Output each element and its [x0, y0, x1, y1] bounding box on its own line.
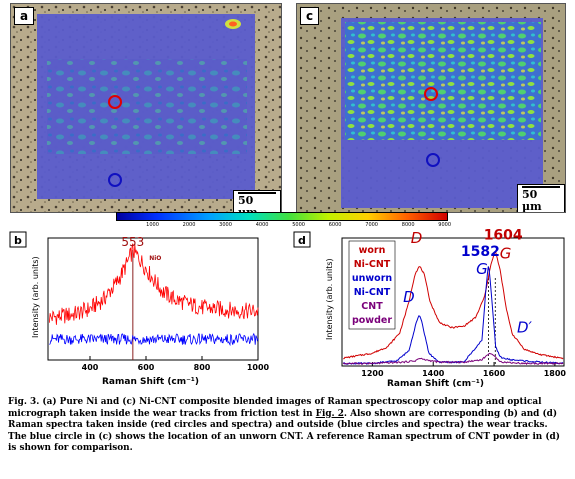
panel-c-map	[297, 4, 565, 212]
panel-d-legend-entry: Ni-CNT	[354, 287, 391, 298]
colorbar-tick: 5000	[292, 222, 305, 228]
panel-b-nio-label: NiO	[149, 255, 161, 262]
caption-figure-link[interactable]: Fig. 2	[315, 408, 344, 419]
panel-b-xticks: 400 600 800 1000	[82, 250, 270, 372]
panel-d-series-line	[342, 352, 564, 366]
panel-d-peak-label: D	[403, 288, 415, 306]
panel-d-peak-label: 1582	[461, 244, 500, 260]
colorbar	[116, 212, 448, 221]
panel-d-series	[342, 250, 564, 366]
panel-b-series	[49, 243, 259, 347]
panel-a-label: a	[14, 7, 35, 25]
panel-b-letter-box: b	[9, 231, 27, 248]
panel-d-legend-entry: worn	[359, 245, 386, 256]
panel-b-ylabel: Intensity (arb. units)	[31, 256, 40, 338]
panel-d-legend-entry: unworn	[352, 273, 393, 284]
panel-b-frame	[47, 237, 259, 361]
panel-b-chart: b Intensity (arb. units) Raman Shift (cm…	[9, 231, 270, 387]
scale-bar-label: 50 µm	[238, 194, 258, 213]
caption-text-1: Fig. 3. (a) Pure Ni and (c) Ni-CNT compo…	[8, 397, 542, 419]
panel-d-peak-label: G	[476, 260, 488, 278]
colorbar-tick: 1000	[146, 222, 159, 228]
panel-b-letter: b	[14, 234, 22, 247]
scale-bar-line	[238, 192, 276, 194]
colorbar-tick: 3000	[219, 222, 232, 228]
panel-d-frame	[341, 237, 565, 367]
panel-d-legend: worn Ni-CNT unworn Ni-CNT CNT powder	[348, 240, 396, 330]
panel-b-xtick-label: 800	[194, 363, 211, 372]
panel-d-xtick-label: 1800	[544, 369, 567, 378]
scale-bar-label: 50 µm	[522, 188, 542, 213]
colorbar-tick: 4000	[255, 222, 269, 228]
panel-c-label: c	[300, 7, 320, 25]
panel-a-image: a 50 µm	[10, 3, 282, 213]
panel-d-legend-entry: powder	[352, 315, 392, 326]
panel-d-series-line	[343, 250, 564, 360]
colorbar-tick: 6000	[328, 222, 342, 228]
panel-b-series-line	[49, 332, 259, 347]
panel-b-peak-label: 553	[121, 235, 144, 249]
panel-d-legend-entry: CNT	[361, 301, 383, 312]
panel-d-xtick-label: 1200	[361, 369, 384, 378]
panel-b-xtick-label: 1000	[247, 363, 270, 372]
panel-d-xlabel: Raman Shift (cm⁻¹)	[387, 379, 484, 389]
panel-d-letter-box: d	[293, 231, 311, 248]
colorbar-tick: 8000	[401, 222, 415, 228]
panel-d-chart: d Intensity (arb. units) Raman Shift (cm…	[293, 228, 566, 389]
panel-d-xtick-label: 1400	[422, 369, 445, 378]
panel-d-legend-entry: Ni-CNT	[354, 259, 391, 270]
panel-d-xticks: 1200 1400 1600 1800	[361, 278, 566, 378]
panel-d-letter: d	[298, 234, 306, 247]
panel-d-ylabel: Intensity (arb. units)	[325, 258, 334, 340]
panel-d-peak-label: 1604	[484, 228, 523, 243]
panel-d-xtick-label: 1600	[483, 369, 506, 378]
panel-d-peak-label: G	[500, 244, 512, 262]
panel-c-scale-bar: 50 µm	[517, 184, 565, 213]
colorbar-tick: 7000	[365, 222, 378, 228]
panel-d-peak-label: D	[411, 229, 423, 247]
colorbar-ticks: 1000 2000 3000 4000 5000 6000 7000 8000 …	[116, 222, 452, 232]
colorbar-tick: 9000	[438, 222, 452, 228]
panel-c-image: c 50 µm	[296, 3, 566, 213]
panel-a-map	[11, 4, 281, 212]
panel-b-series-line	[49, 243, 259, 325]
colorbar-tick: 2000	[182, 222, 196, 228]
panel-b-annotations: 553 NiO	[121, 235, 161, 262]
panel-b-xtick-label: 600	[138, 363, 155, 372]
panel-d-peak-label: D′	[517, 319, 533, 337]
panel-b-xtick-label: 400	[82, 363, 99, 372]
panel-d-legend-box	[348, 240, 396, 330]
panel-a-scale-bar: 50 µm	[233, 190, 281, 213]
scale-bar-line	[522, 186, 560, 188]
figure-caption: Fig. 3. (a) Pure Ni and (c) Ni-CNT compo…	[8, 397, 568, 455]
panel-b-xlabel: Raman Shift (cm⁻¹)	[102, 377, 199, 387]
caption-text-2: . Also shown are corresponding (b) and (…	[8, 408, 560, 454]
